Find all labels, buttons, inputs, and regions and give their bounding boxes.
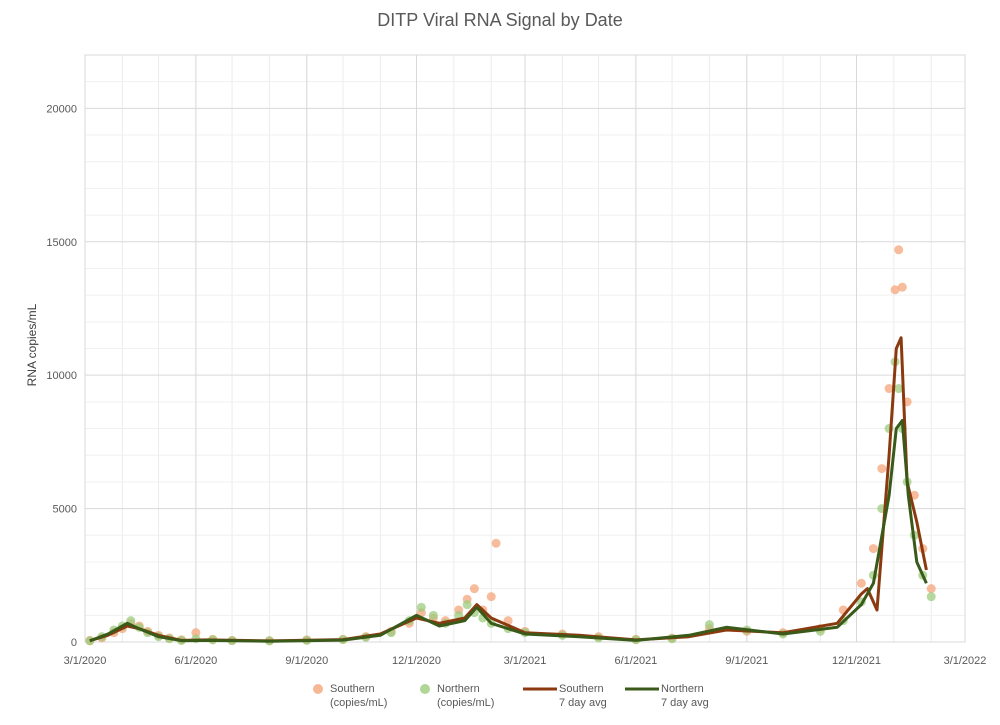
ticks-layer: 3/1/2020 6/1/2020 9/1/2020 12/1/2020 3/1/202… — [46, 103, 986, 667]
northern-point — [428, 610, 438, 620]
legend-southern-avg-label: Southern — [559, 683, 604, 695]
southern-point — [884, 384, 894, 394]
chart-title: DITP Viral RNA Signal by Date — [377, 10, 623, 30]
legend-northern-points-label: (copies/mL) — [437, 697, 494, 709]
northern-point — [894, 384, 904, 394]
legend-southern-avg-label: 7 day avg — [559, 697, 607, 709]
northern-point — [462, 600, 472, 610]
x-tick-label: 3/1/2022 — [944, 655, 987, 667]
x-tick-label: 12/1/2020 — [392, 655, 441, 667]
grid-layer — [84, 54, 966, 643]
southern-point — [897, 282, 907, 292]
northern-point — [926, 592, 936, 602]
x-tick-label: 12/1/2021 — [832, 655, 881, 667]
x-tick-label: 9/1/2021 — [725, 655, 768, 667]
southern-point — [890, 285, 900, 295]
legend-southern-points-label: Southern — [330, 683, 375, 695]
legend-northern-avg-label: Northern — [661, 683, 704, 695]
x-tick-label: 6/1/2020 — [174, 655, 217, 667]
legend-southern-points-marker — [313, 684, 323, 694]
y-tick-label: 20000 — [46, 103, 77, 115]
x-tick-label: 6/1/2021 — [614, 655, 657, 667]
legend-northern-points-label: Northern — [437, 683, 480, 695]
southern-point — [486, 592, 496, 602]
southern-point — [926, 584, 936, 594]
southern-point — [856, 578, 866, 588]
northern-point — [704, 620, 714, 630]
legend-northern-avg-label: 7 day avg — [661, 697, 709, 709]
southern-avg-line — [89, 336, 928, 643]
northern-point — [416, 602, 426, 612]
y-tick-label: 15000 — [46, 237, 77, 249]
y-tick-label: 5000 — [53, 504, 77, 516]
y-tick-label: 0 — [71, 637, 77, 649]
southern-point — [894, 245, 904, 255]
x-tick-label: 3/1/2021 — [504, 655, 547, 667]
southern-point — [469, 584, 479, 594]
y-tick-label: 10000 — [46, 370, 77, 382]
southern-point — [877, 464, 887, 474]
legend-northern-points-marker — [420, 684, 430, 694]
y-axis-title: RNA copies/mL — [25, 303, 39, 386]
legend-layer: Southern (copies/mL) Northern (copies/mL) So… — [313, 683, 709, 709]
legend-southern-points-label: (copies/mL) — [330, 697, 387, 709]
x-tick-label: 3/1/2020 — [64, 655, 107, 667]
southern-point — [491, 538, 501, 548]
x-tick-label: 9/1/2020 — [285, 655, 328, 667]
northern-avg-line — [89, 419, 928, 643]
points-layer — [85, 245, 936, 646]
southern-point — [868, 544, 878, 554]
lines-layer — [89, 336, 928, 643]
